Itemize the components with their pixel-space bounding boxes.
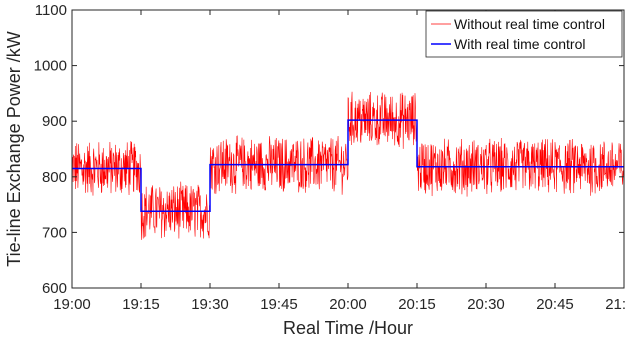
y-tick-label: 700 xyxy=(42,224,67,241)
x-tick-label: 20:00 xyxy=(329,296,367,313)
y-tick-label: 600 xyxy=(42,280,67,297)
legend-label-with-control: With real time control xyxy=(454,36,585,52)
legend-label-without-control: Without real time control xyxy=(454,16,605,32)
x-tick-label: 19:30 xyxy=(191,296,229,313)
series-line-without-control xyxy=(71,91,625,240)
axes: 19:00 19:15 19:30 19:45 20:00 20:15 20:30 20:45… xyxy=(4,2,626,338)
x-tick-label: 20:15 xyxy=(398,296,436,313)
y-tick-label: 800 xyxy=(42,169,67,186)
x-tick-label: 20:30 xyxy=(467,296,505,313)
x-tick-label: 21:00 xyxy=(605,296,626,313)
x-tick-label: 19:00 xyxy=(53,296,91,313)
y-tick-label: 1100 xyxy=(35,2,67,19)
legend-box xyxy=(425,10,623,58)
plot-area xyxy=(71,91,625,240)
x-tick-label: 20:45 xyxy=(536,296,574,313)
legend: Without real time control With real time … xyxy=(425,10,623,58)
x-tick-label: 19:45 xyxy=(260,296,298,313)
x-axis-label: Real Time /Hour xyxy=(283,318,413,338)
x-tick-label: 19:15 xyxy=(122,296,160,313)
series-line-with-control xyxy=(72,119,624,213)
y-tick-label: 900 xyxy=(42,113,67,130)
y-tick-label: 1000 xyxy=(34,58,67,75)
y-axis-label: Tie-line Exchange Power /kW xyxy=(4,31,24,266)
